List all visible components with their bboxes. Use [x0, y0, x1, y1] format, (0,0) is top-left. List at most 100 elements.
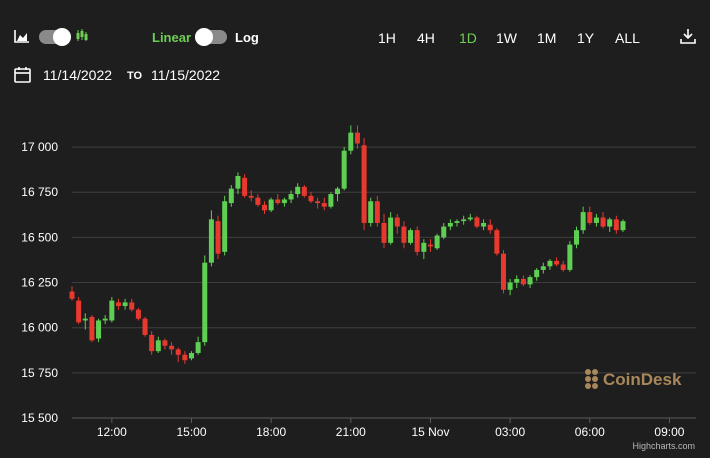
- candle[interactable]: [408, 228, 414, 245]
- candle[interactable]: [255, 194, 261, 207]
- candle[interactable]: [613, 215, 619, 234]
- range-4h-button[interactable]: 4H: [417, 30, 435, 46]
- candle[interactable]: [122, 298, 128, 310]
- candle[interactable]: [248, 190, 254, 202]
- candle[interactable]: [135, 307, 141, 321]
- candle[interactable]: [129, 298, 135, 312]
- candle[interactable]: [527, 275, 533, 288]
- chart-type-toggle[interactable]: [39, 28, 71, 46]
- candle[interactable]: [593, 213, 599, 227]
- candle[interactable]: [554, 257, 560, 267]
- candle[interactable]: [507, 278, 513, 296]
- candle[interactable]: [109, 296, 115, 323]
- candle[interactable]: [82, 313, 88, 330]
- candle[interactable]: [102, 315, 108, 325]
- candle[interactable]: [96, 318, 102, 343]
- scale-log-label[interactable]: Log: [235, 30, 259, 45]
- candle[interactable]: [215, 215, 221, 260]
- candle[interactable]: [620, 219, 626, 232]
- candle[interactable]: [467, 213, 473, 222]
- candle[interactable]: [335, 186, 341, 202]
- range-1w-button[interactable]: 1W: [496, 30, 517, 46]
- candle[interactable]: [188, 351, 194, 361]
- candle[interactable]: [321, 197, 327, 211]
- candle[interactable]: [427, 239, 433, 252]
- candle[interactable]: [268, 197, 274, 213]
- candle[interactable]: [89, 315, 95, 343]
- download-icon[interactable]: [680, 28, 696, 44]
- candle[interactable]: [208, 210, 214, 267]
- candle[interactable]: [547, 259, 553, 270]
- candle[interactable]: [600, 212, 606, 229]
- candle[interactable]: [388, 212, 394, 245]
- candle[interactable]: [301, 185, 307, 198]
- candle[interactable]: [368, 197, 374, 227]
- candle[interactable]: [162, 338, 168, 350]
- candle[interactable]: [149, 331, 155, 355]
- candle[interactable]: [421, 239, 427, 260]
- candle[interactable]: [281, 197, 287, 207]
- candle[interactable]: [441, 222, 447, 240]
- candle[interactable]: [414, 226, 420, 256]
- candle[interactable]: [514, 275, 520, 288]
- candle[interactable]: [481, 219, 487, 231]
- candle[interactable]: [434, 233, 440, 251]
- candle[interactable]: [520, 275, 526, 287]
- candle[interactable]: [474, 215, 480, 229]
- candle[interactable]: [461, 215, 467, 225]
- candle[interactable]: [580, 206, 586, 234]
- candle[interactable]: [295, 183, 301, 198]
- candle[interactable]: [494, 228, 500, 256]
- candle[interactable]: [394, 213, 400, 234]
- candle[interactable]: [202, 255, 208, 346]
- candle[interactable]: [275, 194, 281, 205]
- candle[interactable]: [175, 347, 181, 363]
- candle[interactable]: [242, 174, 248, 198]
- candle[interactable]: [341, 147, 347, 191]
- candle[interactable]: [328, 192, 334, 209]
- candle[interactable]: [587, 206, 593, 225]
- range-1d-button[interactable]: 1D: [459, 30, 477, 46]
- candle[interactable]: [361, 138, 367, 231]
- date-to-field[interactable]: 11/15/2022: [151, 67, 221, 83]
- candle[interactable]: [354, 125, 360, 149]
- candle[interactable]: [262, 201, 268, 214]
- candle[interactable]: [454, 219, 460, 227]
- candle[interactable]: [560, 260, 566, 272]
- candle[interactable]: [500, 250, 506, 294]
- candle[interactable]: [348, 125, 354, 155]
- candle[interactable]: [155, 336, 161, 353]
- range-1m-button[interactable]: 1M: [537, 30, 557, 46]
- candle[interactable]: [447, 219, 453, 231]
- candle[interactable]: [169, 342, 175, 355]
- candle[interactable]: [69, 286, 75, 301]
- candle[interactable]: [228, 185, 234, 207]
- candle[interactable]: [235, 172, 241, 195]
- candlestick-icon[interactable]: [75, 28, 89, 42]
- scale-toggle[interactable]: [195, 28, 227, 46]
- highcharts-credit[interactable]: Highcharts.com: [632, 441, 695, 451]
- candle[interactable]: [487, 219, 493, 234]
- candle[interactable]: [567, 241, 573, 272]
- candle[interactable]: [607, 217, 613, 232]
- scale-linear-label[interactable]: Linear: [152, 30, 192, 45]
- candle[interactable]: [374, 195, 380, 227]
- candle[interactable]: [142, 316, 148, 337]
- candle[interactable]: [381, 213, 387, 249]
- candle[interactable]: [222, 195, 228, 256]
- candle[interactable]: [308, 192, 314, 204]
- range-1y-button[interactable]: 1Y: [577, 30, 595, 46]
- candle[interactable]: [315, 197, 321, 209]
- candle[interactable]: [401, 221, 407, 249]
- candle[interactable]: [574, 226, 580, 249]
- range-all-button[interactable]: ALL: [615, 30, 640, 46]
- candlestick-series[interactable]: [69, 125, 626, 364]
- candle[interactable]: [288, 190, 294, 204]
- date-from-field[interactable]: 11/14/2022: [43, 67, 113, 83]
- candle[interactable]: [195, 336, 201, 355]
- range-1h-button[interactable]: 1H: [378, 30, 396, 46]
- candle[interactable]: [540, 262, 546, 274]
- calendar-icon[interactable]: [14, 66, 31, 83]
- candle[interactable]: [534, 268, 540, 281]
